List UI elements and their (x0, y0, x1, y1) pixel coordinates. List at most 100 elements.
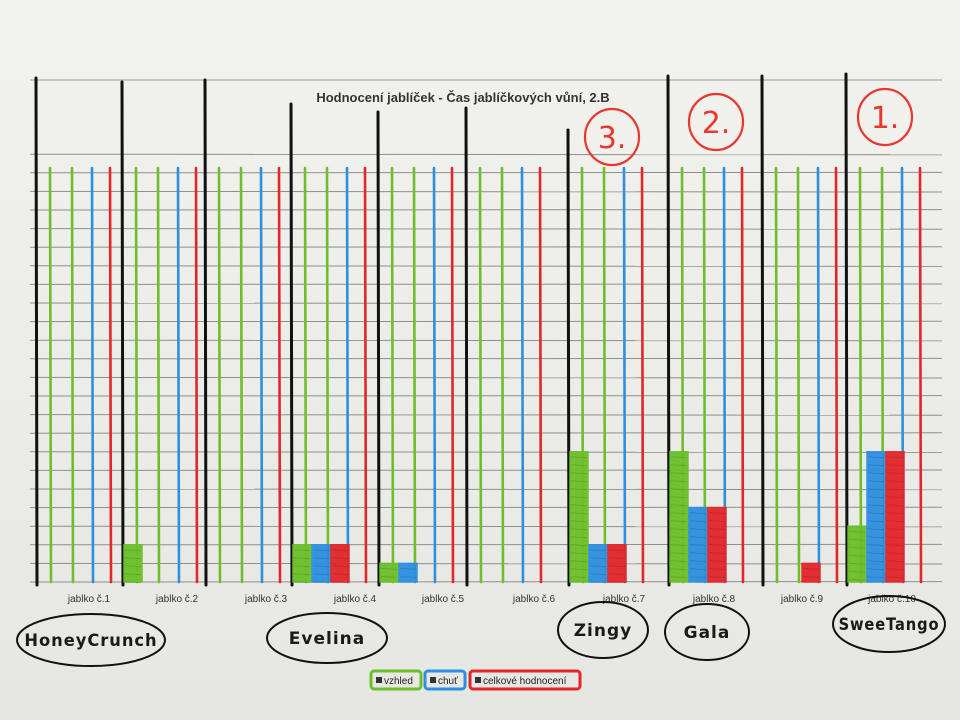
pen-guide-line (217, 166, 222, 584)
bar-texture (331, 557, 349, 560)
pen-guide-line (602, 166, 607, 584)
bar-texture (867, 480, 885, 483)
category-tick-label: jablko č.5 (421, 594, 465, 605)
bar-celkové-hodnocení (330, 544, 350, 583)
rank-annotations: 3. 2. 1. (583, 87, 914, 167)
bar-texture (570, 528, 588, 531)
bar-texture (331, 573, 349, 576)
bar-texture (312, 573, 330, 576)
bar-texture (312, 557, 330, 560)
bar-texture (670, 536, 688, 539)
pen-guide-line (277, 166, 282, 584)
bar-texture (886, 496, 904, 499)
legend-entry-frame (468, 669, 582, 691)
bar-texture (399, 567, 417, 570)
bar-texture (570, 520, 588, 523)
bar-texture (570, 536, 588, 539)
bar-texture (331, 549, 349, 552)
bar-texture (570, 512, 588, 515)
bar-texture (293, 565, 311, 568)
grid-line (29, 190, 943, 193)
name-ellipse (16, 613, 166, 667)
bar-texture (670, 480, 688, 483)
bars (48, 166, 923, 584)
bar-texture (312, 549, 330, 552)
bar-texture (670, 488, 688, 491)
bar-texture (670, 568, 688, 571)
bar-texture (886, 528, 904, 531)
bar-texture (293, 557, 311, 560)
pen-guide-line (412, 166, 417, 584)
category-tick-label: jablko č.8 (692, 594, 736, 605)
bar-celkové-hodnocení (707, 506, 727, 583)
bar-texture (312, 565, 330, 568)
bar-texture (848, 530, 866, 533)
bar-texture (848, 538, 866, 541)
category-tick-labels: jablko č.1 jablko č.2 jablko č.3 jablko č.4… (67, 594, 916, 605)
bar-texture (608, 565, 626, 568)
bar-texture (848, 554, 866, 557)
apple-name-annotations: HoneyCrunch Evelina Zingy Gala SweeTango (16, 595, 946, 667)
apple-name-label: Gala (684, 623, 731, 643)
pen-guide-line (796, 166, 801, 584)
bar-texture (670, 472, 688, 475)
grid-line (29, 376, 943, 379)
bar-texture (867, 504, 885, 507)
pen-guide-line (740, 166, 745, 584)
pen-guide-line (432, 166, 437, 584)
pen-guide-line (774, 166, 779, 584)
bar-chuť (311, 544, 331, 583)
bar-texture (570, 480, 588, 483)
pen-guide-line (70, 166, 75, 584)
group-divider (464, 106, 469, 587)
bar-texture (689, 536, 707, 539)
bar-chuť (688, 506, 708, 583)
pen-guide-line (816, 166, 821, 584)
category-tick-label: jablko č.9 (780, 594, 824, 605)
bar-texture (293, 581, 311, 584)
bar-texture (670, 576, 688, 579)
bar-vzhled (847, 525, 867, 583)
group-divider (844, 72, 849, 587)
pen-guide-line (834, 166, 839, 584)
bar-texture (708, 536, 726, 539)
bar-texture (570, 544, 588, 547)
bar-texture (293, 549, 311, 552)
bar-texture (570, 496, 588, 499)
bar-texture (886, 552, 904, 555)
name-ellipse (664, 603, 750, 661)
legend-label: chuť (438, 676, 458, 687)
bar-chuť (866, 451, 886, 583)
legend-label: vzhled (384, 676, 413, 687)
pen-guide-line (858, 166, 863, 584)
bar-texture (867, 512, 885, 515)
legend: vzhled chuť celkové hodnocení (369, 669, 582, 691)
grid-line (29, 451, 943, 453)
category-tick-label: jablko č.3 (244, 594, 288, 605)
bar-texture (570, 504, 588, 507)
pen-guide-line (176, 166, 181, 584)
bar-texture (867, 472, 885, 475)
chart-title: Hodnocení jablíček - Čas jablíčkových vů… (316, 90, 609, 105)
bar-texture (708, 552, 726, 555)
bar-texture (867, 488, 885, 491)
bar-texture (708, 576, 726, 579)
bar-texture (848, 578, 866, 581)
bar-texture (886, 544, 904, 547)
apple-name-label: Zingy (574, 621, 633, 641)
bar-texture (570, 568, 588, 571)
bar-texture (124, 549, 142, 552)
bar-vzhled (669, 451, 689, 583)
bar-celkové-hodnocení (801, 562, 821, 583)
grid-line (29, 488, 943, 491)
pen-guide-line (194, 166, 199, 584)
bar-texture (867, 528, 885, 531)
bar-texture (589, 565, 607, 568)
bar-texture (848, 562, 866, 565)
legend-swatch (376, 677, 382, 683)
pen-guide-line (156, 166, 161, 584)
bar-texture (886, 472, 904, 475)
group-divider (120, 80, 125, 587)
category-tick-label: jablko č.1 (67, 594, 111, 605)
grid-line (29, 302, 943, 305)
